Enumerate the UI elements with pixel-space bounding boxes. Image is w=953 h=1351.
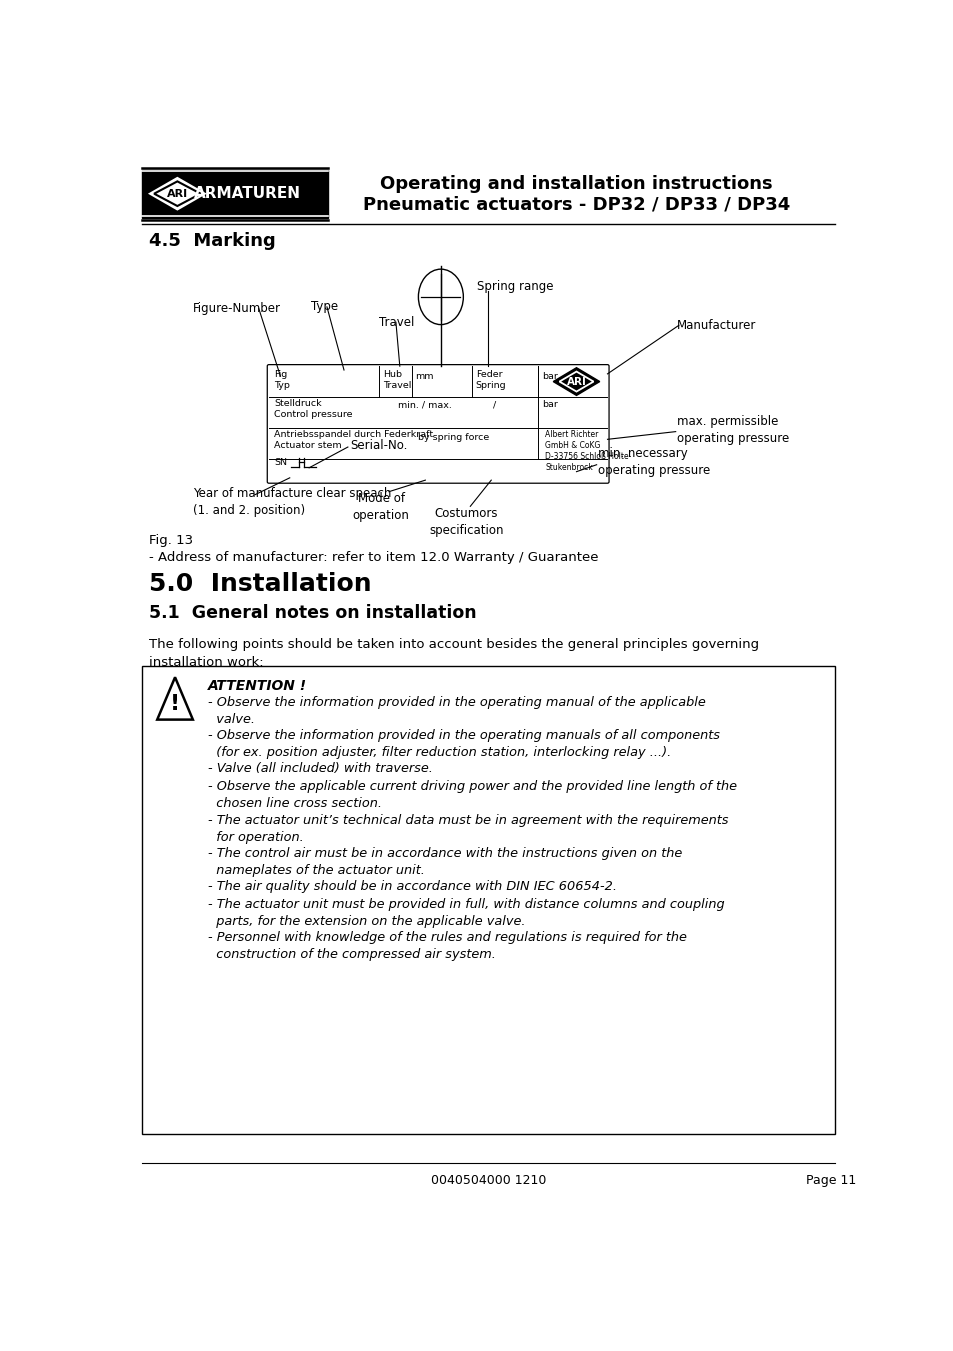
Text: Fig
Typ: Fig Typ	[274, 370, 290, 390]
Text: min. / max.: min. / max.	[397, 400, 452, 409]
Text: Serial-No.: Serial-No.	[350, 439, 407, 453]
Text: - Valve (all included) with traverse.: - Valve (all included) with traverse.	[208, 762, 433, 775]
Text: by spring force: by spring force	[417, 434, 488, 442]
Text: ARI: ARI	[167, 189, 188, 199]
Text: Fig. 13: Fig. 13	[149, 535, 193, 547]
Text: - The control air must be in accordance with the instructions given on the
  nam: - The control air must be in accordance …	[208, 847, 682, 877]
Text: - The actuator unit must be provided in full, with distance columns and coupling: - The actuator unit must be provided in …	[208, 898, 724, 928]
Text: min. necessary
operating pressure: min. necessary operating pressure	[598, 447, 710, 477]
Text: - Observe the applicable current driving power and the provided line length of t: - Observe the applicable current driving…	[208, 781, 737, 811]
Text: - Address of manufacturer: refer to item 12.0 Warranty / Guarantee: - Address of manufacturer: refer to item…	[149, 551, 598, 565]
Text: 0040504000 1210: 0040504000 1210	[431, 1174, 546, 1186]
Polygon shape	[558, 372, 593, 392]
Text: - Observe the information provided in the operating manuals of all components
  : - Observe the information provided in th…	[208, 728, 720, 759]
Text: 4.5  Marking: 4.5 Marking	[149, 232, 275, 250]
Text: Pneumatic actuators - DP32 / DP33 / DP34: Pneumatic actuators - DP32 / DP33 / DP34	[362, 196, 789, 213]
Text: Figure-Number: Figure-Number	[193, 301, 280, 315]
Text: - Observe the information provided in the operating manual of the applicable
  v: - Observe the information provided in th…	[208, 696, 705, 725]
Text: Mode of
operation: Mode of operation	[353, 492, 409, 521]
Text: Antriebsspandel durch Federkraft
Actuator stem: Antriebsspandel durch Federkraft Actuato…	[274, 430, 433, 450]
Text: bar: bar	[542, 400, 558, 409]
Text: Spring range: Spring range	[476, 281, 554, 293]
Text: ATTENTION !: ATTENTION !	[208, 678, 307, 693]
Text: Stelldruck
Control pressure: Stelldruck Control pressure	[274, 400, 353, 419]
Text: - The actuator unit’s technical data must be in agreement with the requirements
: - The actuator unit’s technical data mus…	[208, 813, 728, 843]
Text: Manufacturer: Manufacturer	[677, 319, 756, 332]
FancyBboxPatch shape	[267, 365, 608, 484]
Text: Albert Richter
GmbH & CoKG
D-33756 Schloß Holte-
Stukenbrock: Albert Richter GmbH & CoKG D-33756 Schlo…	[545, 430, 631, 473]
Text: Hub
Travel: Hub Travel	[382, 370, 411, 390]
Polygon shape	[553, 367, 599, 396]
Text: ARI: ARI	[566, 377, 586, 386]
Text: - The air quality should be in accordance with DIN IEC 60654-2.: - The air quality should be in accordanc…	[208, 880, 617, 893]
Polygon shape	[154, 181, 200, 205]
Text: Operating and installation instructions: Operating and installation instructions	[380, 174, 772, 193]
Text: 5.0  Installation: 5.0 Installation	[149, 571, 371, 596]
Text: /: /	[493, 400, 497, 409]
Text: SN: SN	[274, 458, 287, 467]
Text: Feder
Spring: Feder Spring	[476, 370, 506, 390]
Text: mm: mm	[415, 372, 434, 381]
Text: Page 11: Page 11	[805, 1174, 855, 1186]
FancyBboxPatch shape	[142, 666, 835, 1133]
Text: Costumors
specification: Costumors specification	[429, 507, 503, 538]
Text: max. permissible
operating pressure: max. permissible operating pressure	[677, 415, 789, 444]
Text: Travel: Travel	[378, 316, 414, 328]
Bar	[142, 170, 328, 218]
Text: !: !	[170, 693, 180, 713]
Text: Type: Type	[311, 300, 338, 313]
Text: Year of manufacture clear speach
(1. and 2. position): Year of manufacture clear speach (1. and…	[193, 488, 391, 517]
Text: bar: bar	[542, 372, 558, 381]
Text: - Personnel with knowledge of the rules and regulations is required for the
  co: - Personnel with knowledge of the rules …	[208, 931, 686, 962]
Text: ARMATUREN: ARMATUREN	[193, 186, 300, 201]
Polygon shape	[157, 677, 193, 720]
Text: 5.1  General notes on installation: 5.1 General notes on installation	[149, 604, 476, 621]
Text: The following points should be taken into account besides the general principles: The following points should be taken int…	[149, 638, 758, 670]
Polygon shape	[148, 177, 207, 211]
